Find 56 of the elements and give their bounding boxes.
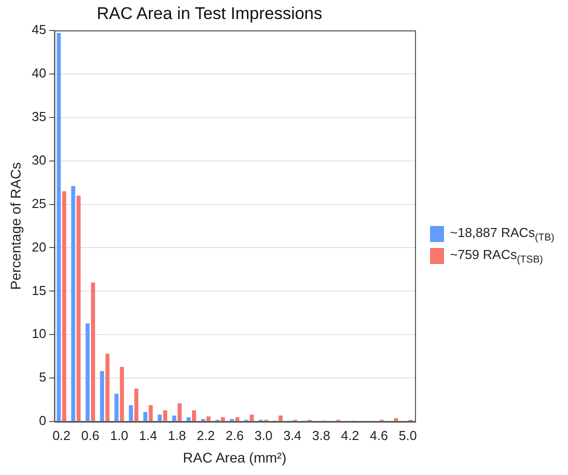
y-tick-label: 0 <box>39 413 46 428</box>
legend-label: ~18,887 RACs$_{(TB)}$ <box>450 225 554 244</box>
bar <box>71 186 76 422</box>
bar <box>278 416 283 422</box>
bar <box>230 418 234 422</box>
bar <box>186 417 191 422</box>
y-tick-label: 5 <box>39 370 46 385</box>
bar <box>148 405 153 422</box>
x-tick-label: 3.4 <box>283 428 302 443</box>
legend-label: ~759 RACs$_{(TSB)}$ <box>450 246 543 266</box>
x-tick-label: 2.2 <box>196 428 215 443</box>
y-tick-label: 35 <box>32 108 46 124</box>
bar <box>100 371 104 422</box>
bar <box>178 403 182 422</box>
bar <box>91 282 96 422</box>
x-tick-label: 0.6 <box>81 428 100 443</box>
bar <box>134 388 138 422</box>
bar <box>76 196 81 422</box>
bar <box>105 354 110 422</box>
x-tick-label: 4.2 <box>341 428 360 443</box>
x-tick-label: 1.8 <box>168 428 186 443</box>
bar <box>172 416 176 422</box>
bar <box>192 410 196 422</box>
bar <box>206 416 211 422</box>
y-tick-label: 45 <box>32 22 46 37</box>
x-tick-label: 2.6 <box>226 428 244 443</box>
x-tick-label: 0.2 <box>52 428 71 443</box>
y-tick-label: 20 <box>32 239 46 254</box>
bar <box>235 417 240 422</box>
bar <box>163 410 168 422</box>
x-tick-label: 5.0 <box>398 428 417 443</box>
bar <box>143 412 148 422</box>
bar <box>86 323 90 422</box>
bar <box>114 394 119 422</box>
bar <box>62 191 66 422</box>
x-tick-label: 1.0 <box>110 428 128 443</box>
y-tick-label: 40 <box>32 65 46 80</box>
x-tick-label: 3.8 <box>312 428 330 443</box>
bar <box>120 366 124 422</box>
chart-title: RAC Area in Test Impressions <box>96 4 322 23</box>
y-axis-title: Percentage of RACs <box>7 162 24 290</box>
bar <box>220 417 225 422</box>
bar <box>201 418 206 422</box>
bar <box>250 414 254 422</box>
y-tick-label: 15 <box>32 282 46 298</box>
y-tick-label: 30 <box>32 152 46 168</box>
x-tick-label: 4.6 <box>370 428 388 443</box>
x-axis-title: RAC Area (mm²) <box>182 449 286 466</box>
bar <box>56 33 61 422</box>
x-tick-label: 1.4 <box>139 428 158 443</box>
bar <box>128 405 133 422</box>
x-tick-label: 3.0 <box>254 428 273 443</box>
bar <box>158 414 162 422</box>
bar <box>394 418 398 422</box>
y-tick-label: 25 <box>32 196 46 211</box>
y-tick-label: 10 <box>32 326 46 342</box>
